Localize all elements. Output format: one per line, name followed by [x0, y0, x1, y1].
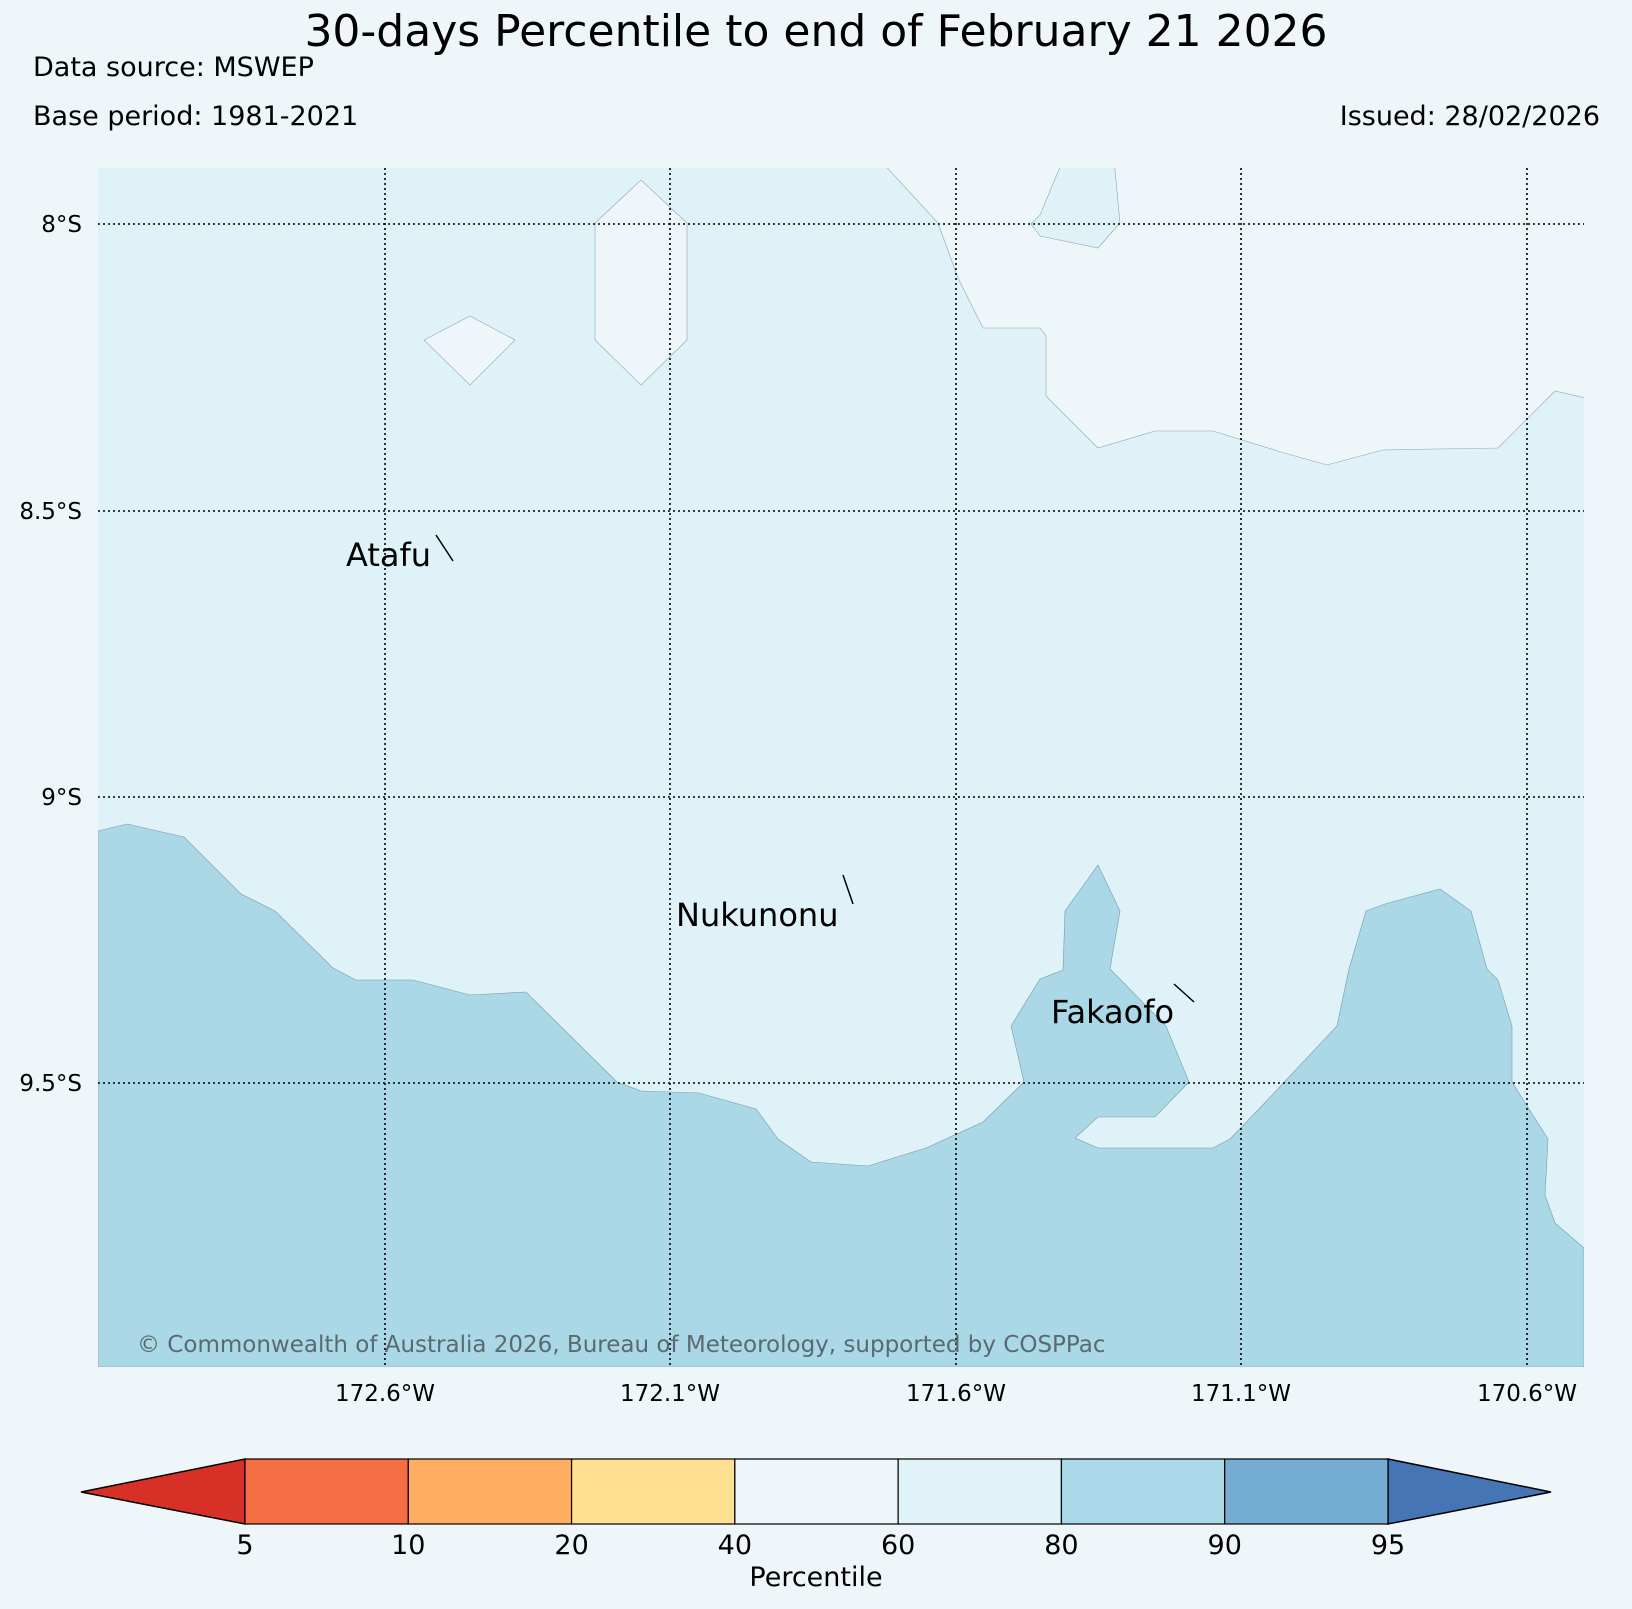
colorbar: 5 10 20 40 60 80 90 95 Percentile	[80, 1458, 1552, 1593]
colorbar-cell-60-80	[897, 1458, 1063, 1525]
latitude-labels: 8°S 8.5°S 9°S 9.5°S	[19, 212, 82, 1097]
place-nukunonu-label: Nukunonu	[676, 896, 838, 934]
percentile-band-40-60-west	[423, 315, 516, 386]
lon-label-171-6w: 171.6°W	[906, 1381, 1006, 1407]
colorbar-extend-high	[1387, 1458, 1552, 1525]
lat-label-8-5s: 8.5°S	[19, 499, 82, 525]
percentile-band-80-90-south	[98, 823, 1584, 1367]
colorbar-extend-low	[80, 1458, 246, 1525]
issued-date-label: Issued: 28/02/2026	[1339, 101, 1600, 132]
place-atafu-marker	[435, 534, 454, 562]
place-nukunonu: Nukunonu	[676, 874, 854, 934]
colorbar-cell-90-95	[1224, 1458, 1389, 1525]
colorbar-tick-90: 90	[1208, 1530, 1242, 1561]
percentile-band-60-80-islet	[1030, 168, 1121, 249]
colorbar-cell-20-40	[570, 1458, 736, 1525]
page-title: 30-days Percentile to end of February 21…	[304, 6, 1328, 57]
lat-label-9-5s: 9.5°S	[19, 1071, 82, 1097]
lon-label-171-1w: 171.1°W	[1191, 1381, 1291, 1407]
base-period-label: Base period: 1981-2021	[33, 101, 359, 132]
colorbar-cell-5-10	[244, 1458, 409, 1525]
lon-label-170-6w: 170.6°W	[1477, 1381, 1577, 1407]
colorbar-tick-10: 10	[391, 1530, 425, 1561]
data-source-label: Data source: MSWEP	[33, 52, 314, 83]
place-fakaofo-label: Fakaofo	[1051, 993, 1174, 1031]
map-panel[interactable]: Atafu Nukunonu Fakaofo © Commonwealth of…	[98, 160, 1620, 1367]
place-atafu: Atafu	[346, 534, 454, 574]
percentile-band-40-60-north	[594, 179, 688, 386]
colorbar-tick-40: 40	[718, 1530, 752, 1561]
lon-label-172-1w: 172.1°W	[620, 1381, 720, 1407]
lat-label-8s: 8°S	[41, 212, 82, 238]
colorbar-title: Percentile	[749, 1562, 882, 1593]
place-fakaofo-marker	[1173, 983, 1195, 1003]
place-nukunonu-marker	[842, 874, 854, 905]
longitude-labels: 172.6°W 172.1°W 171.6°W 171.1°W 170.6°W	[335, 1381, 1577, 1407]
colorbar-tick-60: 60	[881, 1530, 915, 1561]
copyright-notice: © Commonwealth of Australia 2026, Bureau…	[137, 1332, 1106, 1358]
colorbar-cell-40-60	[734, 1458, 899, 1525]
colorbar-tick-80: 80	[1044, 1530, 1078, 1561]
lon-label-172-6w: 172.6°W	[335, 1381, 435, 1407]
place-atafu-label: Atafu	[346, 536, 431, 574]
place-fakaofo: Fakaofo	[1051, 983, 1195, 1031]
percentile-band-40-60-northeast	[886, 168, 1584, 466]
colorbar-cell-10-20	[407, 1458, 573, 1525]
colorbar-tick-20: 20	[554, 1530, 588, 1561]
colorbar-cell-80-90	[1060, 1458, 1226, 1525]
colorbar-tick-95: 95	[1371, 1530, 1405, 1561]
colorbar-tick-5: 5	[236, 1530, 253, 1561]
lat-label-9s: 9°S	[41, 785, 82, 811]
